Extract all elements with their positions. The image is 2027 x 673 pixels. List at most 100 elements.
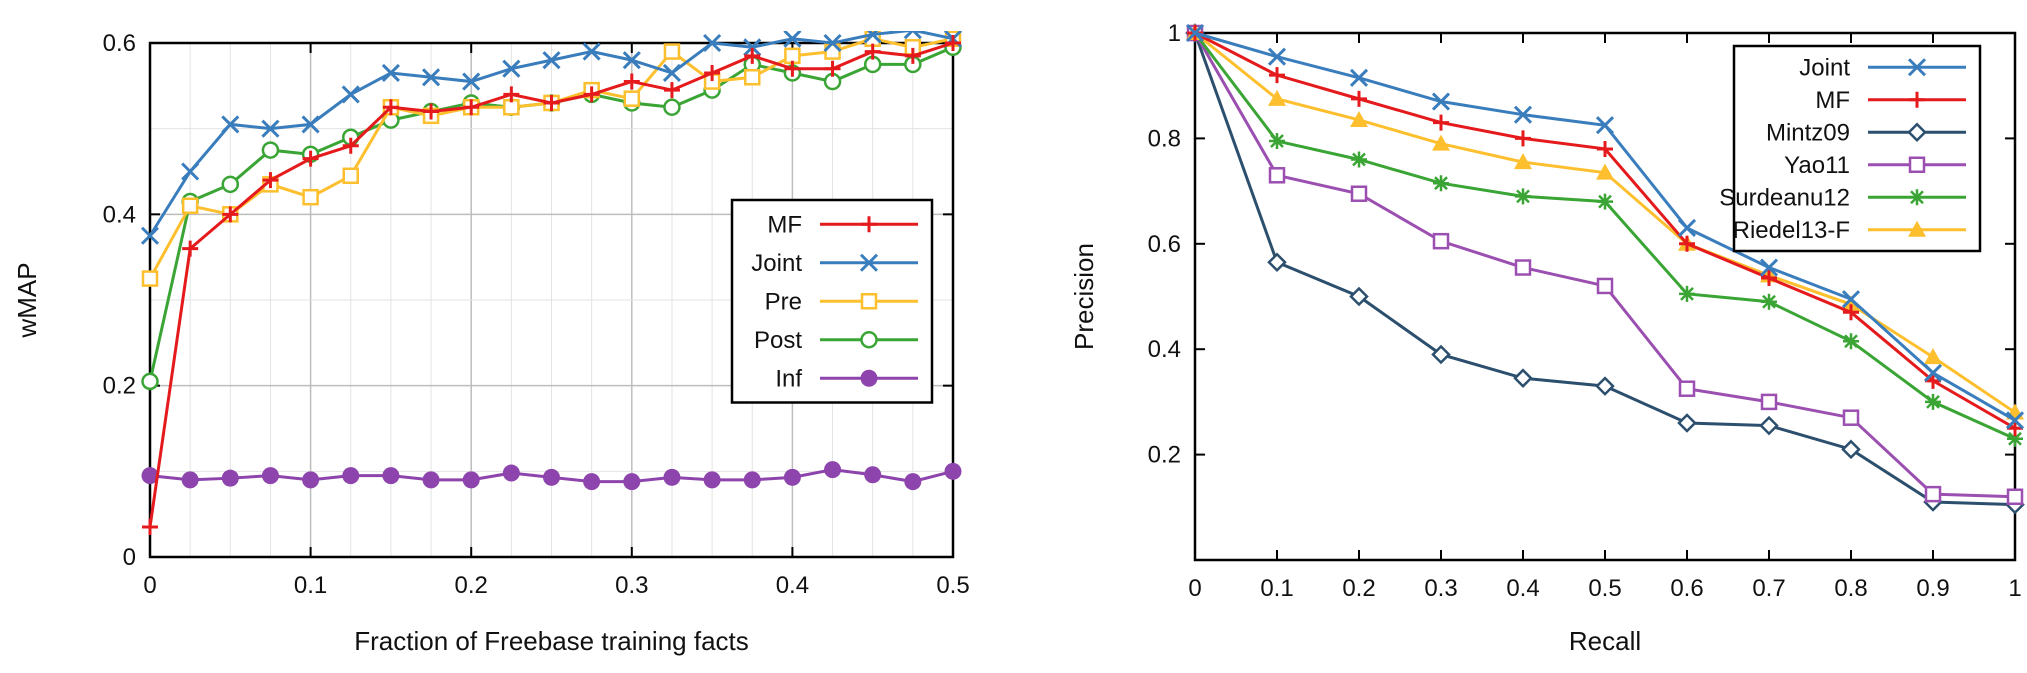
legend-box	[1732, 44, 1982, 253]
legend: Joint MF Mintz09 Yao11 Surdeanu12 Riedel13-F	[1719, 44, 1982, 253]
data-point-mintz09	[1759, 415, 1779, 436]
legend-label-yao11: Yao11	[1784, 152, 1850, 179]
data-point-joint	[1595, 116, 1615, 135]
legend-marker-mf	[1909, 91, 1925, 108]
legend-label-mf: MF	[1815, 87, 1850, 114]
data-point-joint	[743, 38, 762, 57]
data-point-surdeanu12	[1433, 175, 1449, 192]
data-point-pre	[342, 167, 359, 185]
data-point-pre	[663, 43, 681, 60]
data-point-mintz09	[1431, 344, 1451, 365]
data-point-yao11	[2006, 488, 2024, 506]
y-tick-label: 0.4	[103, 201, 136, 228]
data-point-mf	[423, 103, 440, 120]
data-point-mf	[1843, 304, 1859, 321]
legend-marker-post	[860, 331, 878, 349]
legend-label-mf: MF	[767, 211, 802, 238]
data-point-mf	[623, 73, 640, 90]
data-point-mf	[1351, 90, 1367, 107]
data-point-surdeanu12	[1269, 133, 1285, 150]
data-point-yao11	[1596, 277, 1614, 295]
data-point-joint	[823, 33, 842, 53]
data-point-post	[663, 98, 681, 116]
data-point-riedel13-f	[1842, 295, 1860, 312]
data-point-riedel13-f	[1350, 110, 1368, 127]
data-point-joint	[301, 115, 320, 134]
data-point-yao11	[1350, 185, 1368, 202]
data-point-mf	[1515, 130, 1531, 147]
data-point-inf	[221, 469, 239, 487]
data-point-joint	[703, 33, 722, 53]
data-point-mf	[262, 172, 279, 189]
legend-label-surdeanu12: Surdeanu12	[1719, 184, 1850, 211]
legend-marker-surdeanu12	[1909, 189, 1925, 206]
x-tick-label: 0.3	[615, 572, 648, 599]
x-tick-label: 0	[1188, 575, 1201, 602]
data-point-yao11	[1432, 232, 1450, 250]
data-point-inf	[904, 473, 922, 491]
data-point-inf	[382, 467, 400, 485]
data-point-joint	[1923, 363, 1943, 382]
data-point-joint	[2005, 411, 2025, 430]
data-point-joint	[221, 115, 240, 134]
data-point-joint	[1349, 68, 1369, 87]
x-tick-label: 0.5	[1588, 575, 1621, 602]
data-point-joint	[421, 68, 441, 87]
data-point-riedel13-f	[1432, 134, 1450, 151]
y-tick-label: 0.2	[103, 373, 136, 400]
data-point-mf	[222, 206, 239, 223]
data-point-surdeanu12	[1515, 188, 1531, 205]
data-point-riedel13-f	[1924, 348, 1942, 365]
data-point-joint	[1759, 258, 1779, 277]
y-tick-label: 0	[123, 544, 136, 571]
data-point-yao11	[1514, 259, 1532, 276]
data-point-mintz09	[1595, 376, 1615, 396]
data-point-mf	[784, 60, 801, 77]
data-point-riedel13-f	[1268, 89, 1286, 106]
legend-label-post: Post	[754, 327, 802, 354]
data-point-inf	[342, 467, 360, 485]
data-point-joint	[622, 51, 641, 70]
data-point-inf	[422, 471, 440, 489]
data-point-mintz09	[1841, 439, 1861, 460]
data-point-pre	[181, 197, 199, 215]
data-point-joint	[783, 31, 802, 48]
data-point-joint	[1677, 218, 1697, 238]
data-point-joint	[341, 85, 360, 104]
data-point-mf	[543, 94, 560, 111]
data-point-riedel13-f	[1514, 153, 1532, 170]
plot-area	[140, 31, 963, 536]
data-point-surdeanu12	[1761, 293, 1777, 310]
legend-label-riedel13-f: Riedel13-F	[1733, 217, 1850, 244]
data-point-pre	[302, 188, 319, 206]
data-point-mintz09	[1349, 286, 1369, 307]
data-point-post	[141, 372, 159, 391]
data-point-mf	[583, 86, 600, 103]
data-point-mf	[1761, 270, 1777, 287]
data-point-mf	[824, 60, 841, 77]
x-tick-label: 0.9	[1916, 575, 1949, 602]
x-tick-label: 0.5	[936, 572, 969, 599]
data-point-joint	[381, 63, 400, 83]
y-tick-label: 0.6	[1148, 231, 1181, 258]
data-point-yao11	[1268, 167, 1286, 184]
data-point-mintz09	[1677, 413, 1697, 433]
x-axis-label: Fraction of Freebase training facts	[354, 626, 749, 656]
data-point-joint	[462, 72, 481, 91]
data-point-surdeanu12	[1351, 151, 1367, 168]
data-point-inf	[462, 471, 480, 489]
data-point-joint	[1841, 290, 1861, 309]
data-point-mf	[945, 35, 961, 51]
data-point-surdeanu12	[1597, 193, 1613, 210]
data-point-inf	[583, 473, 601, 491]
chart-precision-recall: 0 0.1 0.2 0.3 0.4 0.5 0.6 0.7 0.8 0.9 1 0.2 0.4 0.6 0.…	[1069, 20, 2025, 656]
x-axis-label: Recall	[1569, 626, 1641, 656]
data-point-inf	[181, 471, 199, 489]
legend-marker-mf	[861, 216, 877, 233]
x-tick-label: 0.1	[294, 572, 327, 599]
data-point-mf	[382, 99, 399, 116]
data-point-surdeanu12	[1679, 285, 1695, 302]
data-point-mf	[463, 99, 480, 116]
data-point-inf	[502, 464, 520, 482]
